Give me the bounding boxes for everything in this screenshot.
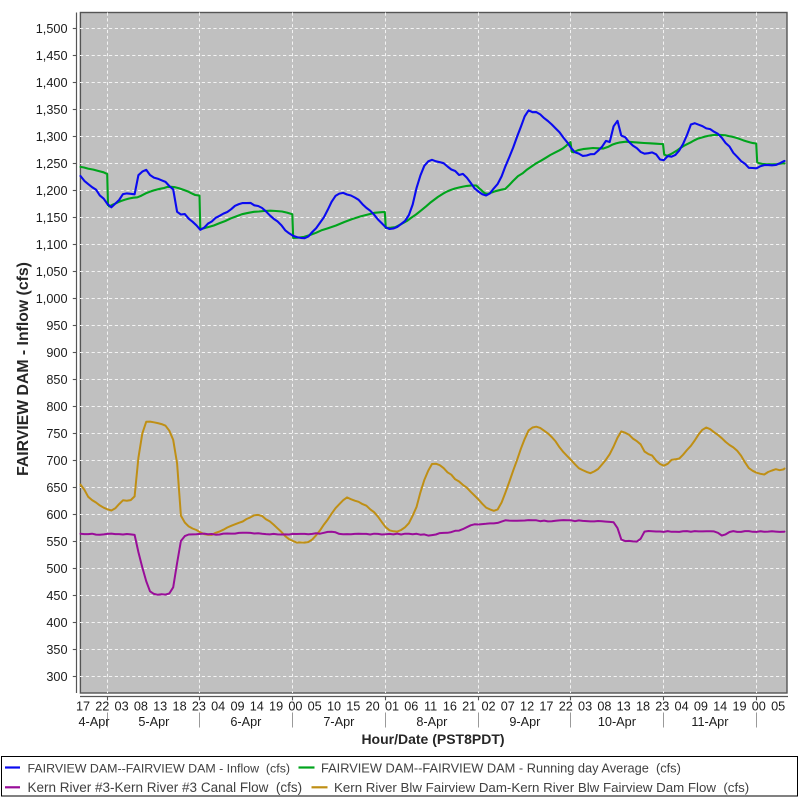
svg-text:23: 23 [655,700,669,714]
svg-text:850: 850 [46,373,67,387]
svg-text:12: 12 [520,700,534,714]
svg-text:750: 750 [46,427,67,441]
svg-text:1,450: 1,450 [36,49,68,63]
svg-text:22: 22 [559,700,573,714]
svg-text:9-Apr: 9-Apr [509,715,541,729]
svg-text:550: 550 [46,535,67,549]
svg-text:500: 500 [46,562,67,576]
svg-text:05: 05 [308,700,322,714]
svg-text:03: 03 [115,700,129,714]
svg-text:02: 02 [481,700,495,714]
svg-text:350: 350 [46,643,67,657]
svg-text:FAIRVIEW DAM--FAIRVIEW DAM - I: FAIRVIEW DAM--FAIRVIEW DAM - Inflow (cfs… [28,761,291,775]
svg-text:1,500: 1,500 [36,22,68,36]
svg-text:22: 22 [95,700,109,714]
svg-text:20: 20 [366,700,380,714]
svg-text:10-Apr: 10-Apr [598,715,637,729]
svg-text:00: 00 [752,700,766,714]
svg-text:1,100: 1,100 [36,238,68,252]
svg-text:11: 11 [424,700,437,714]
svg-text:04: 04 [675,700,689,714]
svg-text:6-Apr: 6-Apr [230,715,262,729]
svg-text:1,050: 1,050 [36,265,68,279]
svg-text:00: 00 [288,700,302,714]
svg-text:11-Apr: 11-Apr [691,715,729,729]
svg-text:18: 18 [636,700,650,714]
svg-text:FAIRVIEW DAM - Inflow (cfs): FAIRVIEW DAM - Inflow (cfs) [15,262,32,476]
svg-text:400: 400 [46,616,67,630]
svg-text:950: 950 [46,319,67,333]
svg-text:7-Apr: 7-Apr [323,715,355,729]
svg-text:8-Apr: 8-Apr [416,715,448,729]
svg-text:Kern River Blw Fairview Dam-Ke: Kern River Blw Fairview Dam-Kern River B… [334,780,749,795]
svg-text:01: 01 [385,700,399,714]
svg-text:Hour/Date (PST8PDT): Hour/Date (PST8PDT) [361,731,504,747]
svg-text:1,000: 1,000 [36,292,68,306]
svg-text:08: 08 [597,700,611,714]
svg-text:1,250: 1,250 [36,157,68,171]
svg-text:900: 900 [46,346,67,360]
svg-text:1,150: 1,150 [36,211,68,225]
svg-text:15: 15 [346,700,360,714]
svg-text:06: 06 [404,700,418,714]
svg-text:13: 13 [153,700,167,714]
svg-text:09: 09 [694,700,708,714]
svg-text:17: 17 [539,700,553,714]
svg-text:18: 18 [173,700,187,714]
svg-text:14: 14 [250,700,264,714]
svg-text:07: 07 [501,700,515,714]
svg-text:300: 300 [46,670,67,684]
svg-text:08: 08 [134,700,148,714]
svg-text:1,350: 1,350 [36,103,68,117]
svg-text:21: 21 [462,700,476,714]
svg-text:1,300: 1,300 [36,130,68,144]
svg-text:FAIRVIEW DAM--FAIRVIEW DAM - R: FAIRVIEW DAM--FAIRVIEW DAM - Running day… [321,760,681,775]
svg-text:10: 10 [327,700,341,714]
svg-text:17: 17 [76,700,90,714]
svg-text:04: 04 [211,700,225,714]
svg-text:600: 600 [46,508,67,522]
svg-text:650: 650 [46,481,67,495]
svg-text:14: 14 [713,700,727,714]
svg-text:13: 13 [617,700,631,714]
svg-text:16: 16 [443,700,457,714]
svg-text:700: 700 [46,454,67,468]
svg-text:19: 19 [732,700,746,714]
svg-text:450: 450 [46,589,67,603]
svg-text:09: 09 [230,700,244,714]
svg-text:Kern River #3-Kern River #3 Ca: Kern River #3-Kern River #3 Canal Flow (… [28,780,303,795]
svg-text:03: 03 [578,700,592,714]
svg-text:05: 05 [771,700,785,714]
svg-text:1,400: 1,400 [36,76,68,90]
svg-text:23: 23 [192,700,206,714]
svg-text:1,200: 1,200 [36,184,68,198]
svg-text:19: 19 [269,700,283,714]
svg-text:5-Apr: 5-Apr [138,715,170,729]
svg-text:800: 800 [46,400,67,414]
svg-text:4-Apr: 4-Apr [78,715,110,729]
